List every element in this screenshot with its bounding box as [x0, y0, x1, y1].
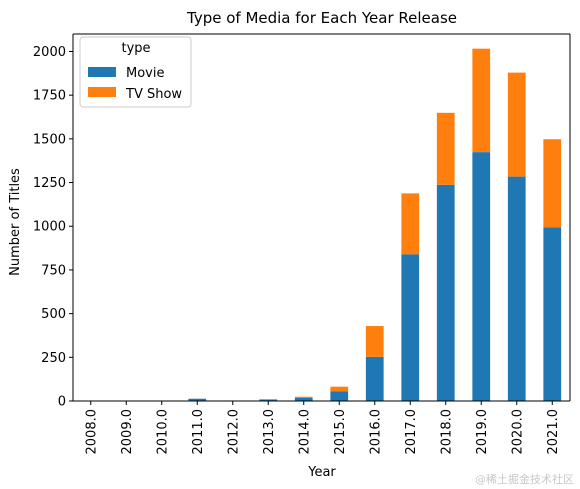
x-tick-label-2016.0: 2016.0	[368, 409, 383, 455]
y-tick-label-750: 750	[41, 263, 66, 278]
y-tick-label-1250: 1250	[33, 176, 66, 191]
bar-tv-show-2017.0	[401, 193, 420, 255]
x-tick-label-2013.0: 2013.0	[262, 409, 277, 455]
bar-movie-2013.0	[259, 399, 278, 401]
bar-movie-2019.0	[472, 152, 491, 401]
bar-tv-show-2016.0	[365, 326, 384, 357]
legend-swatch-tv-show	[88, 87, 116, 97]
y-tick-label-0: 0	[58, 395, 66, 410]
bar-movie-2020.0	[507, 176, 526, 401]
legend-title: type	[121, 41, 150, 56]
x-tick-label-2021.0: 2021.0	[546, 409, 561, 455]
y-tick-label-1750: 1750	[33, 89, 66, 104]
x-tick-label-2009.0: 2009.0	[120, 409, 135, 455]
legend-label-movie: Movie	[126, 66, 164, 81]
plot-area: 0 250 500 750 1000 1250 1500 1750 2000 2008.0 2009…	[33, 33, 571, 455]
bar-movie-2015.0	[330, 391, 349, 401]
legend-label-tv-show: TV Show	[125, 87, 182, 102]
y-tick-label-1000: 1000	[33, 220, 66, 235]
bar-tv-show-2014.0	[294, 396, 313, 398]
y-tick-label-1500: 1500	[33, 132, 66, 147]
x-tick-label-2014.0: 2014.0	[297, 409, 312, 455]
x-tick-label-2012.0: 2012.0	[226, 409, 241, 455]
x-tick-label-2019.0: 2019.0	[475, 409, 490, 455]
y-tick-label-2000: 2000	[33, 45, 66, 60]
x-tick-label-2017.0: 2017.0	[404, 409, 419, 455]
bar-movie-2016.0	[365, 356, 384, 401]
bar-tv-show-2013.0	[259, 399, 278, 400]
bar-tv-show-2020.0	[507, 72, 526, 177]
bar-movie-2021.0	[543, 227, 562, 401]
bar-movie-2014.0	[294, 397, 313, 401]
watermark: @稀土掘金技术社区	[475, 472, 574, 486]
x-tick-label-2010.0: 2010.0	[155, 409, 170, 455]
x-axis-label: Year	[307, 465, 336, 480]
bar-movie-2011.0	[188, 398, 207, 401]
chart-title: Type of Media for Each Year Release	[186, 9, 457, 27]
x-tick-label-2015.0: 2015.0	[333, 409, 348, 455]
bar-tv-show-2019.0	[472, 48, 491, 153]
y-tick-label-500: 500	[41, 307, 66, 322]
bar-tv-show-2018.0	[436, 112, 455, 185]
bar-movie-2018.0	[436, 184, 455, 401]
x-tick-label-2011.0: 2011.0	[191, 409, 206, 455]
x-tick-label-2018.0: 2018.0	[439, 409, 454, 455]
x-tick-label-2008.0: 2008.0	[84, 409, 99, 455]
bar-tv-show-2015.0	[330, 386, 349, 392]
legend-swatch-movie	[88, 67, 116, 77]
y-axis-label: Number of Titles	[8, 168, 23, 276]
bar-movie-2017.0	[401, 254, 420, 401]
legend: type Movie TV Show	[79, 36, 192, 108]
x-tick-label-2020.0: 2020.0	[510, 409, 525, 455]
bar-tv-show-2021.0	[543, 139, 562, 228]
y-tick-label-250: 250	[41, 351, 66, 366]
